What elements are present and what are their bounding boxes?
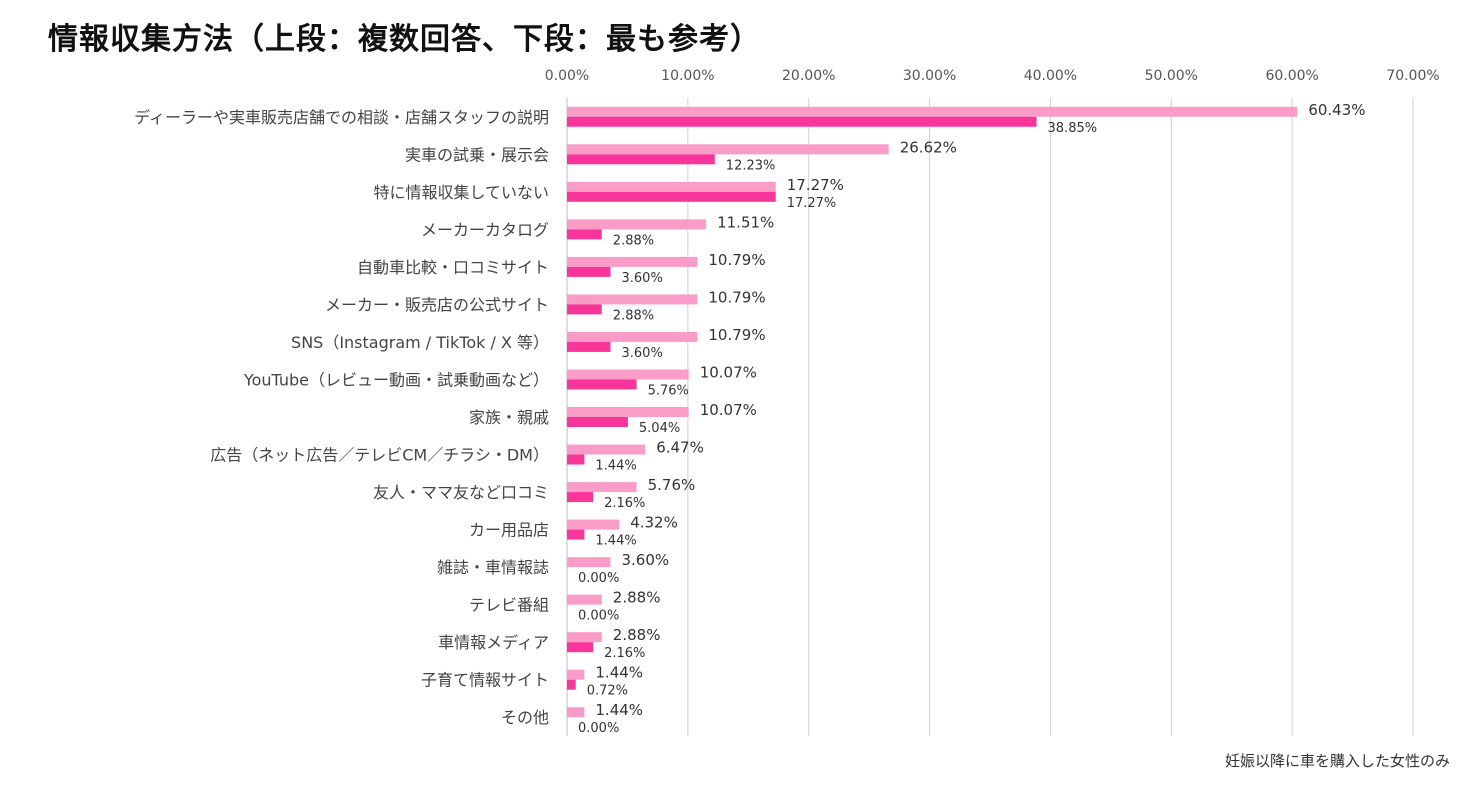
data-label-upper: 6.47% — [656, 439, 704, 457]
bar-upper — [567, 519, 620, 530]
x-tick-label: 70.00% — [1386, 68, 1439, 84]
bar-lower — [567, 642, 594, 653]
data-label-upper: 5.76% — [648, 476, 696, 494]
data-label-lower: 2.88% — [613, 308, 654, 323]
bar-lower — [567, 116, 1037, 127]
chart-note: 妊娠以降に車を購入した女性のみ — [1224, 752, 1450, 770]
data-label-upper: 60.43% — [1308, 101, 1365, 119]
bar-upper — [567, 632, 602, 643]
bar-upper — [567, 369, 689, 380]
data-label-upper: 3.60% — [622, 551, 670, 569]
x-tick-label: 0.00% — [545, 68, 589, 84]
data-label-lower: 12.23% — [726, 158, 776, 173]
bar-lower — [567, 379, 637, 390]
data-label-lower: 3.60% — [622, 271, 663, 286]
x-tick-label: 20.00% — [782, 68, 835, 84]
chart-title: 情報収集方法（上段：複数回答、下段：最も参考） — [48, 22, 761, 57]
data-label-upper: 10.79% — [708, 288, 765, 306]
bar-lower — [567, 191, 776, 202]
category-label: メーカーカタログ — [421, 220, 549, 239]
bar-upper — [567, 331, 698, 342]
data-label-lower: 5.76% — [648, 383, 689, 398]
data-label-lower: 1.44% — [595, 534, 636, 549]
x-tick-label: 10.00% — [661, 68, 714, 84]
bar-lower — [567, 454, 585, 465]
x-tick-label: 50.00% — [1145, 68, 1198, 84]
data-label-upper: 17.27% — [787, 176, 844, 194]
data-label-upper: 2.88% — [613, 589, 661, 607]
category-label: 雑誌・車情報誌 — [437, 558, 549, 577]
bar-upper — [567, 594, 602, 605]
data-label-lower: 5.04% — [639, 421, 680, 436]
bar-upper — [567, 256, 698, 267]
data-label-upper: 10.79% — [708, 251, 765, 269]
category-label: カー用品店 — [469, 521, 549, 540]
category-label: メーカー・販売店の公式サイト — [325, 295, 549, 314]
bar-lower — [567, 341, 611, 352]
data-label-upper: 10.07% — [700, 363, 757, 381]
bar-lower — [567, 154, 715, 165]
category-label: テレビ番組 — [469, 596, 549, 615]
bar-upper — [567, 407, 689, 417]
category-label: 自動車比較・口コミサイト — [357, 258, 549, 277]
category-label: 広告（ネット広告／テレビCM／チラシ・DM） — [210, 446, 549, 465]
x-tick-label: 30.00% — [903, 68, 956, 84]
data-label-upper: 1.44% — [595, 664, 643, 682]
bar-lower — [567, 229, 602, 240]
bar-upper — [567, 482, 637, 493]
data-label-upper: 10.79% — [708, 326, 765, 344]
data-label-lower: 0.72% — [587, 684, 628, 699]
bar-upper — [567, 669, 585, 680]
bar-upper — [567, 219, 707, 230]
data-label-upper: 2.88% — [613, 626, 661, 644]
bar-lower — [567, 304, 602, 315]
data-label-lower: 38.85% — [1048, 121, 1098, 136]
category-label: 家族・親戚 — [469, 408, 549, 427]
category-label: SNS（Instagram / TikTok / X 等） — [291, 333, 549, 352]
data-label-lower: 2.88% — [613, 233, 654, 248]
data-label-lower: 17.27% — [787, 196, 837, 211]
data-label-lower: 1.44% — [595, 459, 636, 474]
bar-lower — [567, 529, 585, 540]
category-label: 友人・ママ友など口コミ — [373, 483, 549, 502]
bar-lower — [567, 417, 628, 427]
category-label: 特に情報収集していない — [373, 183, 549, 202]
category-label: 実車の試乗・展示会 — [405, 145, 549, 164]
data-label-lower: 3.60% — [622, 346, 663, 361]
bar-lower — [567, 266, 611, 277]
data-label-lower: 2.16% — [604, 646, 645, 661]
bar-upper — [567, 557, 611, 568]
data-label-lower: 0.00% — [578, 721, 619, 736]
bar-upper — [567, 707, 585, 718]
category-label: 車情報メディア — [438, 633, 549, 652]
data-label-upper: 1.44% — [595, 701, 643, 719]
data-label-upper: 11.51% — [717, 213, 774, 231]
bar-upper — [567, 144, 889, 155]
bar-upper — [567, 181, 776, 192]
bar-lower — [567, 492, 594, 503]
data-label-lower: 2.16% — [604, 496, 645, 511]
x-tick-label: 60.00% — [1265, 68, 1318, 84]
data-label-upper: 10.07% — [700, 401, 757, 419]
bar-upper — [567, 106, 1298, 117]
category-label: その他 — [501, 708, 549, 727]
category-label: 子育て情報サイト — [421, 671, 549, 690]
category-label: ディーラーや実車販売店舗での相談・店舗スタッフの説明 — [134, 108, 549, 127]
category-label: YouTube（レビュー動画・試乗動画など） — [243, 370, 549, 389]
data-label-upper: 26.62% — [900, 138, 957, 156]
data-label-lower: 0.00% — [578, 571, 619, 586]
bar-upper — [567, 444, 646, 455]
bar-lower — [567, 679, 576, 690]
x-tick-label: 40.00% — [1024, 68, 1077, 84]
bar-upper — [567, 294, 698, 305]
data-label-lower: 0.00% — [578, 609, 619, 624]
data-label-upper: 4.32% — [630, 514, 678, 532]
